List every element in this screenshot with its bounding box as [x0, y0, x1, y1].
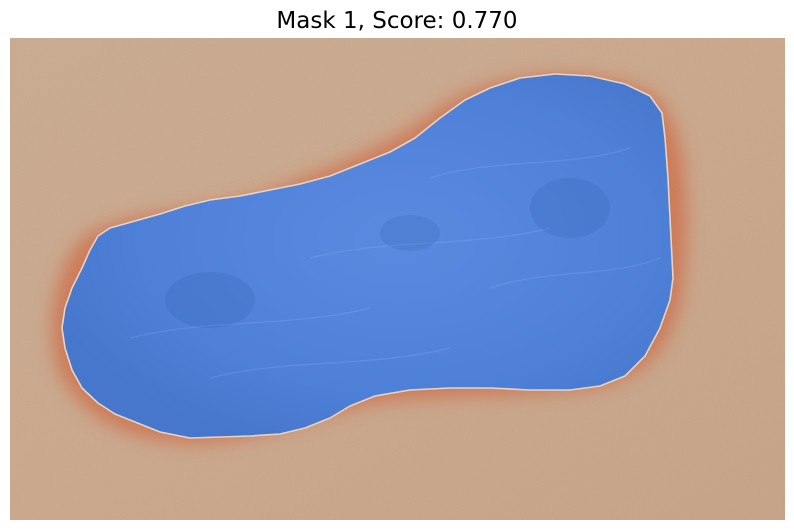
segmentation-mask: [61, 73, 674, 439]
mask-texture: [129, 147, 661, 379]
segmentation-figure: [10, 38, 785, 520]
image-canvas: [10, 38, 785, 520]
figure-title: Mask 1, Score: 0.770: [276, 8, 518, 34]
mask-shading: [165, 178, 610, 328]
